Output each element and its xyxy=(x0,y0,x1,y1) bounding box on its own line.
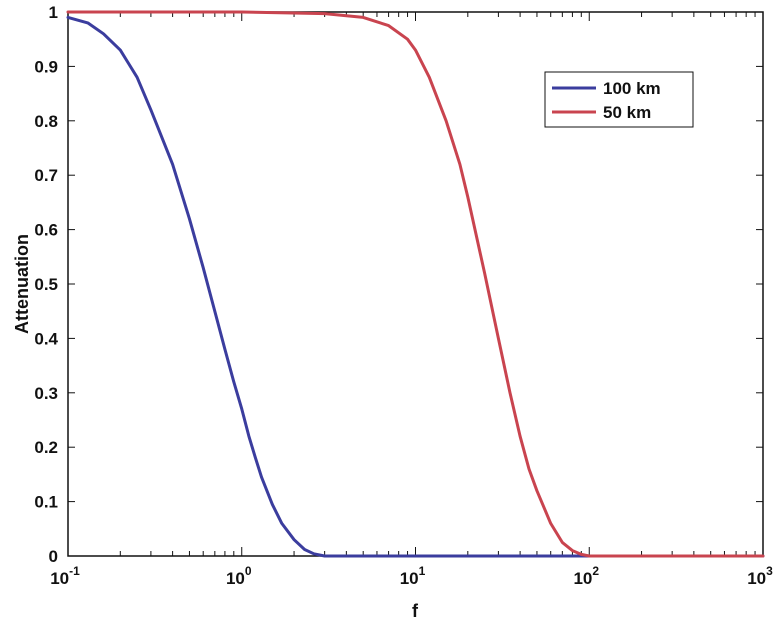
y-axis-label: Attenuation xyxy=(12,234,32,334)
x-tick-label: 103 xyxy=(747,564,773,588)
x-axis-label: f xyxy=(412,601,419,621)
series-line-50km xyxy=(66,10,765,558)
legend-label-100km: 100 km xyxy=(603,79,661,98)
y-tick-label: 1 xyxy=(49,3,58,22)
y-tick-label: 0.7 xyxy=(34,166,58,185)
y-tick-label: 0.1 xyxy=(34,493,58,512)
series-line-100km xyxy=(66,15,765,558)
x-tick-label: 102 xyxy=(573,564,599,588)
y-tick-label: 0.5 xyxy=(34,275,58,294)
legend: 100 km 50 km xyxy=(544,71,694,128)
series-layer xyxy=(66,10,765,558)
y-tick-label: 0 xyxy=(49,547,58,566)
x-axis: 10-1 100 101 102 103 xyxy=(50,12,773,588)
y-axis: 0 0.1 0.2 0.3 0.4 0.5 0.6 0.7 0.8 0.9 1 xyxy=(34,3,763,566)
y-tick-label: 0.4 xyxy=(34,329,58,348)
y-tick-label: 0.9 xyxy=(34,57,58,76)
legend-label-50km: 50 km xyxy=(603,103,651,122)
y-tick-label: 0.2 xyxy=(34,438,58,457)
x-tick-label: 10-1 xyxy=(50,564,80,588)
x-tick-label: 101 xyxy=(400,564,426,588)
y-tick-label: 0.8 xyxy=(34,112,58,131)
legend-box xyxy=(544,71,694,128)
x-tick-label: 100 xyxy=(226,564,252,588)
y-tick-label: 0.6 xyxy=(34,221,58,240)
y-tick-label: 0.3 xyxy=(34,384,58,403)
